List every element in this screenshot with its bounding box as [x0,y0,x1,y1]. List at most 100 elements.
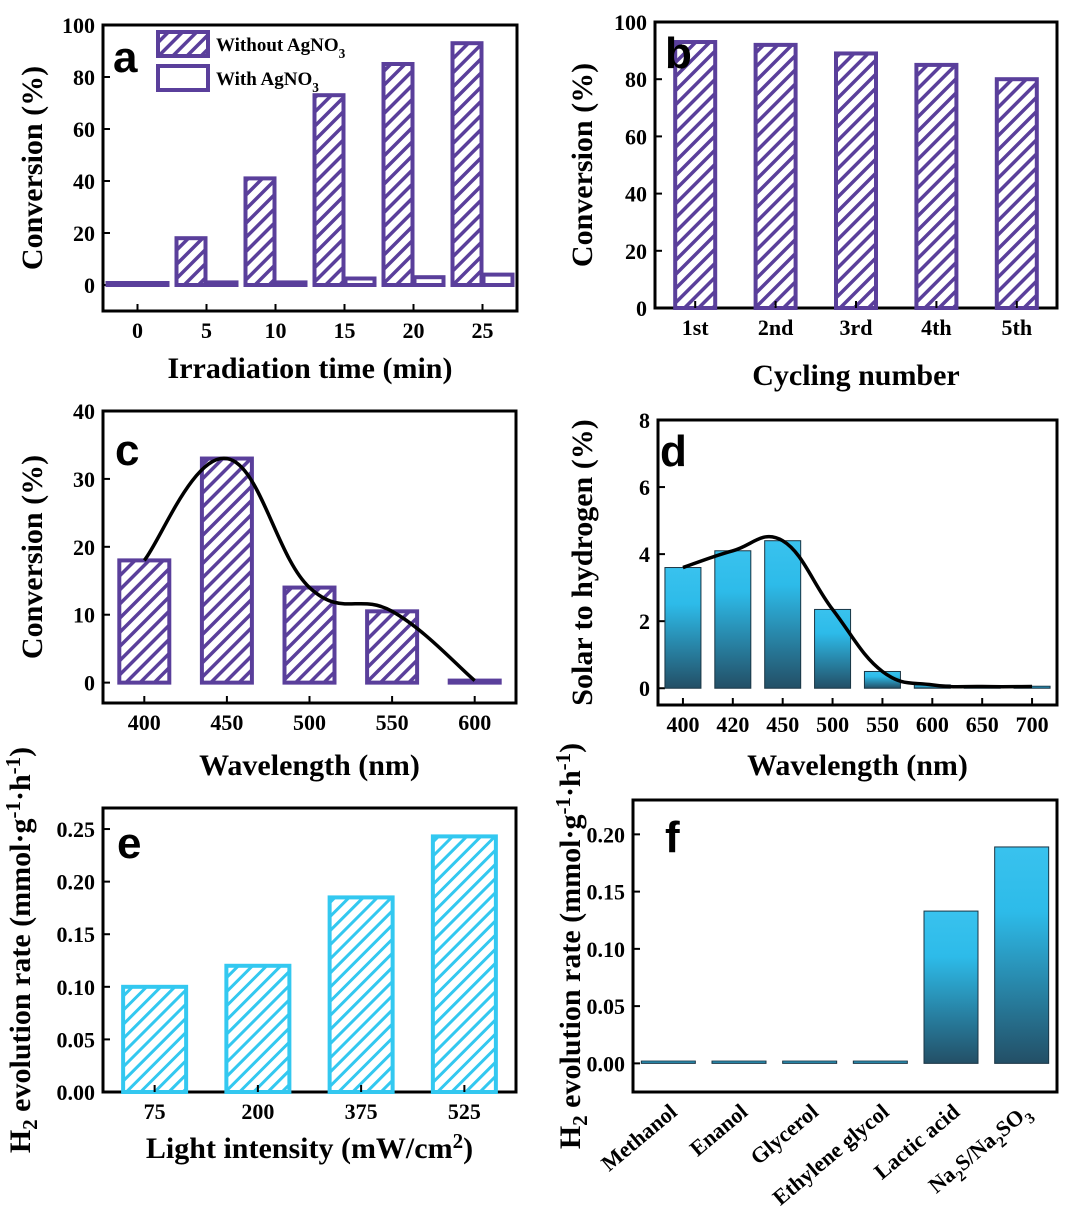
bar-a-s0-4 [381,62,415,287]
x-tick-label: Methanol [596,1099,681,1176]
bar-a-s0-1 [174,236,208,287]
x-tick-label: 0 [132,318,143,343]
x-tick-label: 550 [866,712,899,737]
y-tick-label: 4 [639,542,650,567]
bar-f-s0-0 [640,1060,696,1064]
x-tick-label: Enanol [685,1099,753,1161]
x-tick-label: 650 [966,712,999,737]
chart-panel-d: 0 2 4 6 8 400 420 450 500 550 600 650 700 Wavelength … [566,408,1059,782]
panel-label: a [113,33,138,82]
bar-a-s1-0 [136,281,170,287]
legend-swatch [156,30,210,58]
y-tick-label: 0.10 [57,975,96,1000]
x-tick-label: 200 [241,1099,274,1124]
y-tick-label: 0 [84,671,95,696]
y-tick-label: 0.20 [57,870,96,895]
bar-e-s0-0 [121,984,189,1095]
bar-c-s0-4 [447,678,502,685]
x-tick-label: 700 [1016,712,1049,737]
x-tick-label: 525 [448,1099,481,1124]
panel-label: b [665,29,692,78]
bar-a-s0-3 [312,93,346,287]
chart-panel-b: 0 20 40 60 80 100 1st 2nd 3rd 4th 5th Cycling numbe… [566,10,1059,392]
y-tick-label: 0.05 [587,994,626,1019]
bar-d-s0-0 [664,567,702,689]
bar-d-s0-1 [714,550,752,689]
y-tick-label: 10 [73,603,95,628]
y-tick-label: 0.00 [57,1080,96,1105]
x-tick-label: 400 [128,710,161,735]
x-tick-label: 75 [144,1099,166,1124]
x-tick-label: 600 [916,712,949,737]
bar-f-s0-3 [852,1060,908,1064]
bar-a-s0-2 [243,176,277,287]
legend-entry: Without AgNO3 [216,35,346,61]
y-tick-label: 40 [73,399,95,424]
y-tick-label: 100 [614,10,647,35]
y-tick-label: 0.20 [587,822,626,847]
x-tick-label: 3rd [840,315,873,340]
x-tick-label: 420 [716,712,749,737]
legend-entry: With AgNO3 [216,69,319,95]
x-tick-label: 600 [458,710,491,735]
chart-panel-c: 0 10 20 30 40 400 450 500 550 600 Wavelength (nm) C… [16,399,518,782]
bar-f-s0-2 [782,1060,838,1064]
bar-a-s0-0 [105,281,139,287]
y-tick-label: 0.10 [587,937,626,962]
y-tick-label: 20 [73,535,95,560]
x-axis-label: Cycling number [752,359,960,392]
x-tick-label: 375 [345,1099,378,1124]
bar-a-s1-3 [343,276,377,287]
x-tick-label: 4th [921,315,952,340]
bar-a-s1-1 [205,280,239,287]
y-tick-label: 2 [639,609,650,634]
x-tick-label: 15 [334,318,356,343]
y-tick-label: 60 [625,124,647,149]
panel-label: e [117,819,141,868]
bar-f-s0-5 [994,846,1050,1064]
bar-c-s0-0 [117,558,172,685]
y-tick-label: 0.05 [57,1027,96,1052]
y-tick-label: 8 [639,408,650,433]
y-tick-label: 20 [73,221,95,246]
x-tick-label: 450 [766,712,799,737]
panel-label: d [660,427,687,476]
y-tick-label: 40 [73,169,95,194]
y-tick-label: 0 [84,273,95,298]
x-tick-label: 5 [201,318,212,343]
y-axis-label: H2 evolution rate (mmol·g-1·h-1) [1,747,42,1153]
y-tick-label: 60 [73,117,95,142]
y-axis-label: Conversion (%) [16,455,49,659]
bar-b-s0-2 [834,51,878,310]
y-tick-label: 0.25 [57,817,96,842]
x-tick-label: 2nd [758,315,793,340]
y-tick-label: 0.15 [57,922,96,947]
bar-a-s1-5 [481,272,515,288]
trend-curve-d [682,534,1033,689]
y-axis-label: Conversion (%) [16,66,49,270]
y-tick-label: 0.15 [587,880,626,905]
y-tick-label: 40 [625,182,647,207]
y-tick-label: 0 [636,296,647,321]
y-axis-label: H2 evolution rate (mmol·g-1·h-1) [551,743,592,1149]
chart-panel-a: 0 20 40 60 80 100 0 5 10 15 20 25 Irradiation time (… [16,13,519,385]
bar-d-s0-3 [814,608,852,689]
plot-frame [101,806,518,1094]
x-tick-label: 500 [816,712,849,737]
panel-label: f [665,813,680,862]
trend-curve-c [142,456,476,682]
y-tick-label: 20 [625,239,647,264]
bar-a-s1-2 [274,280,308,287]
x-axis-label: Wavelength (nm) [199,749,420,782]
x-axis-label: Irradiation time (min) [168,352,453,385]
legend-swatch [156,64,210,92]
plot-frame [656,418,1059,707]
x-tick-label: 400 [666,712,699,737]
bar-b-s0-3 [914,62,959,311]
x-axis-label: Light intensity (mW/cm2) [146,1129,473,1165]
x-tick-label: 500 [293,710,326,735]
legend: Without AgNO3 With AgNO3 [156,30,346,95]
bar-d-s0-2 [764,540,802,689]
